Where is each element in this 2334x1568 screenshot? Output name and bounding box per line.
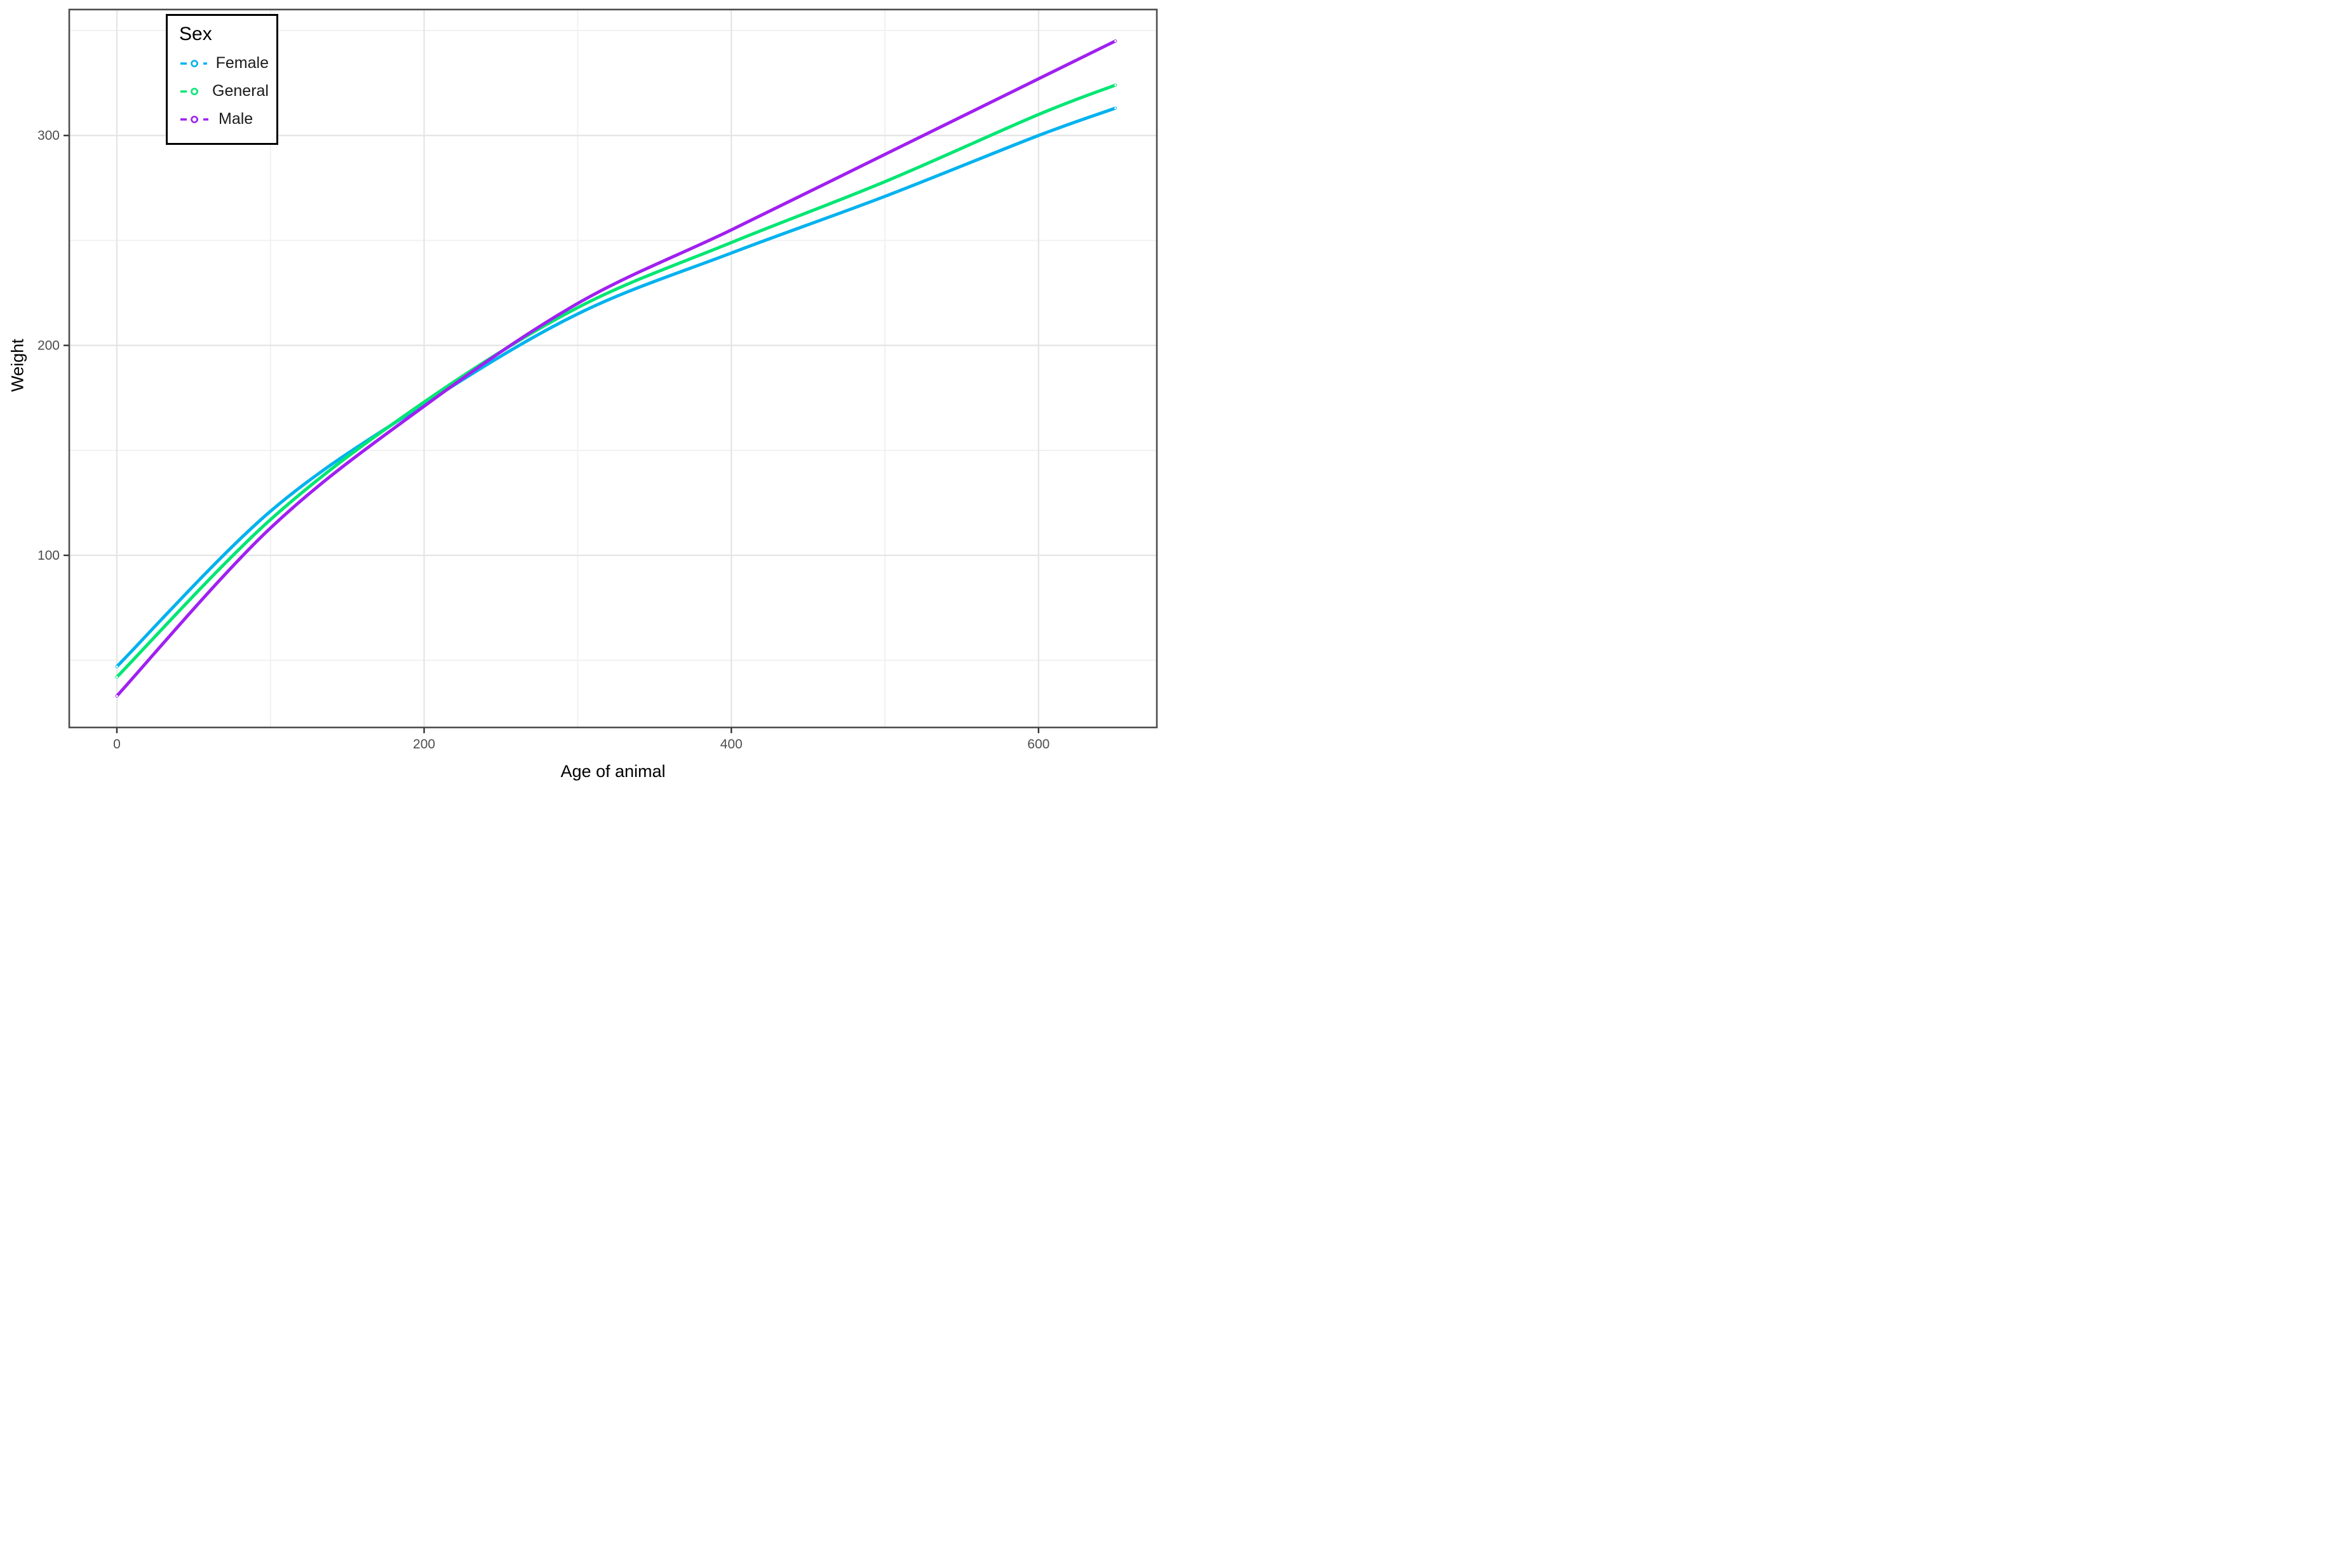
legend-title: Sex bbox=[179, 24, 212, 44]
legend-item-male: Male bbox=[179, 110, 269, 128]
y-tick-label: 200 bbox=[37, 339, 60, 353]
y-axis-title: Weight bbox=[8, 339, 27, 392]
x-tick-labels: 0 200 400 600 bbox=[113, 737, 1049, 752]
legend-key-icon bbox=[180, 115, 208, 123]
series-lines bbox=[115, 39, 1117, 698]
legend-label: General bbox=[212, 82, 269, 100]
x-axis-title: Age of animal bbox=[560, 762, 666, 781]
x-tick-label: 0 bbox=[113, 737, 121, 752]
x-tick-label: 600 bbox=[1027, 737, 1049, 752]
x-tick-label: 200 bbox=[413, 737, 435, 752]
legend-label: Female bbox=[215, 54, 269, 72]
legend-item-female: Female bbox=[179, 54, 269, 72]
legend-box: Sex Female General Male bbox=[166, 14, 278, 145]
grid-major bbox=[69, 10, 1157, 727]
legend-items: Female General Male bbox=[179, 54, 269, 128]
legend-key-icon bbox=[180, 87, 204, 95]
series-line-general bbox=[115, 83, 1117, 679]
legend-item-general: General bbox=[179, 82, 269, 100]
axis-ticks bbox=[64, 135, 1040, 733]
x-tick-label: 400 bbox=[720, 737, 743, 752]
y-tick-label: 100 bbox=[37, 548, 60, 563]
legend-key-icon bbox=[180, 59, 207, 67]
series-line-female bbox=[115, 106, 1117, 668]
y-tick-label: 300 bbox=[37, 128, 60, 143]
series-line-male bbox=[115, 39, 1117, 698]
growth-curve-figure: 0 200 400 600 100 200 300 Age of animal Weight… bbox=[0, 0, 1167, 784]
panel-border bbox=[68, 8, 1158, 729]
y-tick-labels: 100 200 300 bbox=[37, 128, 60, 563]
legend-label: Male bbox=[219, 110, 253, 128]
